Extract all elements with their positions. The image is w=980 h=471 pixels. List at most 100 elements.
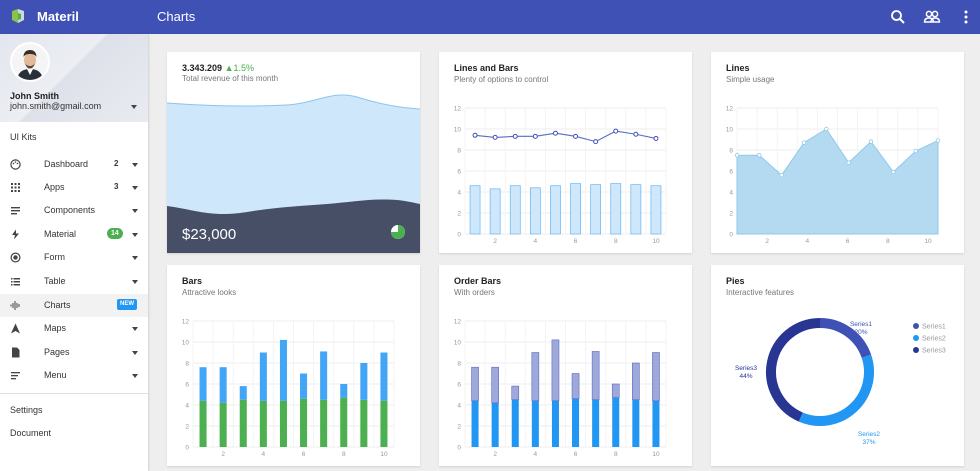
x-tick-label: 10 (652, 238, 660, 245)
people-icon[interactable] (923, 8, 941, 26)
y-tick-label: 10 (726, 127, 734, 134)
legend-marker (913, 323, 919, 329)
sidebar-item-pages[interactable]: Pages (0, 341, 148, 364)
data-point (613, 128, 619, 134)
x-tick-label: 4 (534, 451, 538, 458)
bar-series2 (471, 366, 479, 402)
bar-series1 (632, 399, 640, 447)
pie-label-name: Series2 (858, 431, 880, 438)
bar-series2 (591, 351, 600, 401)
revenue-card: 3.343.209 ▲1.5% Total revenue of this mo… (167, 52, 420, 253)
sidebar-item-menu[interactable]: Menu (0, 364, 148, 387)
profile-dropdown-icon[interactable] (131, 105, 137, 109)
revenue-area-dark (167, 199, 420, 253)
bar-series2 (199, 367, 207, 401)
sidebar-item-label: Apps (44, 182, 65, 192)
bar-series1 (360, 399, 368, 447)
bar (610, 183, 622, 235)
sidebar-item-dashboard[interactable]: Dashboard 2 (0, 153, 148, 176)
pie-label-name: Series3 (735, 365, 757, 372)
profile-name: John Smith (10, 91, 59, 101)
profile-header: John Smith john.smith@gmail.com (0, 34, 148, 122)
bar-series1 (380, 400, 388, 447)
mini-pie-slice (391, 225, 405, 239)
components-icon (11, 207, 20, 215)
page-icon (12, 347, 20, 358)
brand-name[interactable]: Materil (37, 9, 79, 24)
data-point (913, 148, 918, 154)
card-subtitle: Simple usage (726, 75, 775, 84)
sidebar-link-settings[interactable]: Settings (10, 405, 43, 415)
bar (570, 183, 581, 235)
bar-series1 (219, 402, 227, 447)
sidebar-item-label: Material (44, 229, 77, 239)
sidebar-item-count: 3 (114, 182, 119, 191)
y-tick-label: 12 (182, 319, 190, 326)
pie-label-value: 20% (854, 329, 867, 336)
bar-series2 (571, 373, 580, 400)
profile-email[interactable]: john.smith@gmail.com (10, 101, 102, 111)
data-point (472, 132, 478, 138)
avatar[interactable] (10, 42, 50, 82)
data-point (552, 130, 558, 136)
bar-series2 (551, 339, 560, 402)
sound-bars-icon (10, 301, 20, 310)
section-title: UI Kits (10, 132, 37, 142)
sidebar-item-table[interactable]: Table (0, 270, 148, 293)
x-tick-label: 6 (574, 451, 578, 458)
data-point (532, 133, 538, 139)
data-point (512, 133, 518, 139)
bar-series1 (572, 398, 580, 447)
data-point (801, 140, 807, 145)
page-title: Charts (157, 9, 196, 24)
y-tick-label: 6 (457, 382, 461, 389)
sidebar-item-charts[interactable]: Charts NEW (0, 294, 148, 317)
x-tick-label: 10 (924, 238, 932, 245)
bar (469, 185, 481, 235)
card-title: Lines and Bars (454, 63, 519, 73)
sidebar-item-apps[interactable]: Apps 3 (0, 176, 148, 199)
sidebar-item-material[interactable]: Material 14 (0, 223, 148, 246)
sidebar-item-components[interactable]: Components (0, 199, 148, 222)
sidebar-item-count: 2 (114, 159, 119, 168)
materil-logo-icon[interactable] (10, 8, 26, 24)
data-point (653, 135, 659, 141)
lines-bars-card: Lines and Bars Plenty of options to cont… (439, 52, 692, 253)
x-tick-label: 2 (493, 238, 497, 245)
bar-series1 (340, 397, 348, 447)
bar (650, 185, 662, 235)
bar-series2 (239, 386, 247, 400)
y-tick-label: 8 (729, 148, 733, 155)
series-line (474, 130, 657, 143)
sidebar-item-label: Maps (44, 323, 67, 333)
more-vert-icon[interactable] (957, 8, 975, 26)
top-app-bar: Materil Charts (0, 0, 980, 34)
data-point (757, 153, 762, 158)
sidebar-item-form[interactable]: Form (0, 246, 148, 269)
x-tick-label: 8 (614, 451, 618, 458)
data-point (935, 138, 941, 143)
search-icon[interactable] (889, 8, 907, 26)
bar-series1 (531, 400, 539, 447)
sidebar-item-label: Pages (44, 347, 70, 357)
bar-series1 (612, 397, 620, 447)
menu-lines-icon (11, 372, 20, 380)
bar-series1 (320, 399, 328, 447)
revenue-change: ▲1.5% (224, 63, 254, 73)
bar-series1 (592, 399, 600, 447)
y-tick-label: 8 (185, 361, 189, 368)
sidebar-item-maps[interactable]: Maps (0, 317, 148, 340)
bar-series2 (259, 352, 267, 401)
x-tick-label: 10 (652, 451, 660, 458)
bar-series2 (491, 366, 499, 404)
y-tick-label: 10 (454, 340, 462, 347)
legend-marker (913, 335, 919, 341)
data-point (846, 160, 851, 165)
user-photo-icon (12, 44, 48, 80)
x-tick-label: 2 (765, 238, 769, 245)
sidebar-link-document[interactable]: Document (10, 428, 52, 438)
data-point (593, 139, 599, 145)
x-tick-label: 4 (806, 238, 810, 245)
y-tick-label: 6 (729, 169, 733, 176)
x-tick-label: 8 (886, 238, 890, 245)
